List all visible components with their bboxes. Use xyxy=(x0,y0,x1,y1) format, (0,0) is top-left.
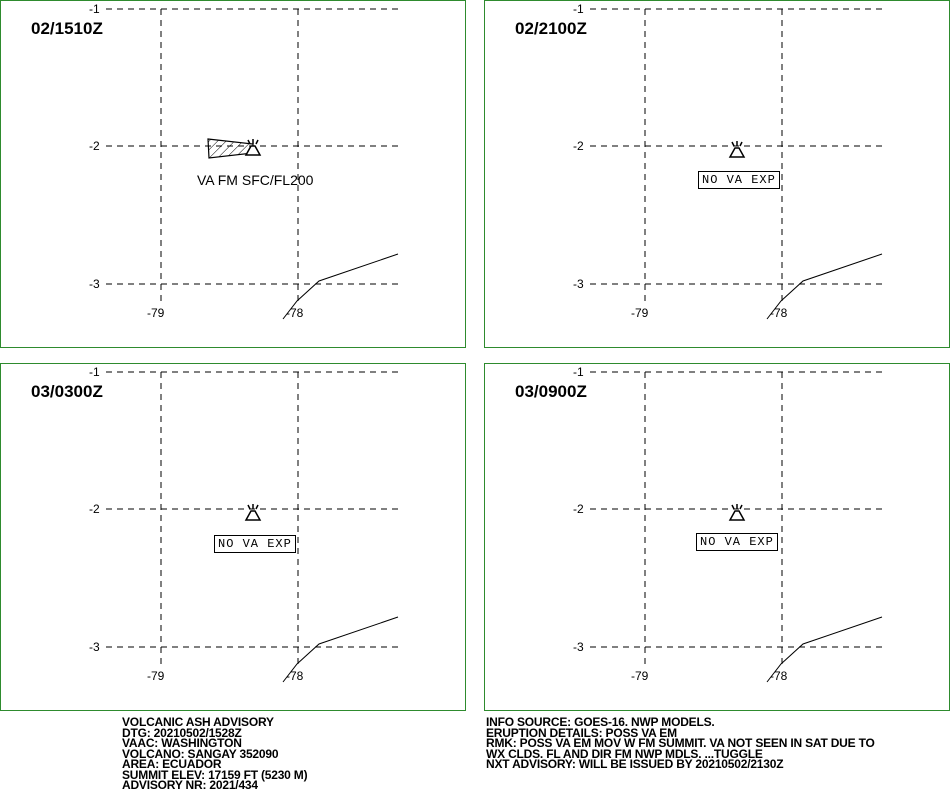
lat-label-3: -3 xyxy=(573,640,584,654)
panel-time: 02/1510Z xyxy=(31,19,103,38)
map-svg: -1 -2 -3 -79 -78 xyxy=(573,365,883,683)
lon-label-78: -78 xyxy=(770,306,788,320)
forecast-panel-2: 03/0300Z -1 -2 -3 -79 -78 NO VA EXP xyxy=(0,363,466,711)
volcano-icon xyxy=(728,504,746,521)
advisory-line: DTG: 20210502/1528Z xyxy=(122,725,242,740)
no-va-box: NO VA EXP xyxy=(696,533,778,551)
lon-label-78: -78 xyxy=(286,669,304,683)
lon-label-79: -79 xyxy=(147,669,165,683)
advisory-line: SUMMIT ELEV: 17159 FT (5230 M) xyxy=(122,767,308,782)
map-svg: -1 -2 -3 -79 -78 xyxy=(573,2,883,320)
advisory-line: VOLCANIC ASH ADVISORY xyxy=(122,715,274,729)
lat-label-3: -3 xyxy=(89,277,100,291)
map-svg: -1 -2 -3 -79 -78 xyxy=(89,365,399,683)
advisory-line: INFO SOURCE: GOES-16. NWP MODELS. xyxy=(486,715,715,729)
lat-label-2: -2 xyxy=(89,502,100,516)
coastline xyxy=(766,616,883,683)
panel-time: 03/0300Z xyxy=(31,382,103,401)
lon-label-78: -78 xyxy=(286,306,304,320)
advisory-line: VOLCANO: SANGAY 352090 xyxy=(122,746,279,761)
lat-label-2: -2 xyxy=(573,502,584,516)
forecast-panel-0: 02/1510Z -1 -2 -3 -79 -78 VA FM SFC/FL20… xyxy=(0,0,466,348)
advisory-line: WX CLDS. FL AND DIR FM NWP MDLS. ...TUGG… xyxy=(486,746,763,761)
map-svg: -1 -2 -3 -79 -78 VA FM SFC/FL200 xyxy=(89,2,399,320)
advisory-line: ERUPTION DETAILS: POSS VA EM xyxy=(486,725,677,740)
advisory-info-right: INFO SOURCE: GOES-16. NWP MODELS. ERUPTI… xyxy=(486,715,875,771)
advisory-info-left: VOLCANIC ASH ADVISORY DTG: 20210502/1528… xyxy=(122,715,308,792)
lon-label-79: -79 xyxy=(631,306,649,320)
lon-label-78: -78 xyxy=(770,669,788,683)
no-va-box: NO VA EXP xyxy=(698,171,780,189)
coastline xyxy=(282,253,399,320)
lat-label-2: -2 xyxy=(573,139,584,153)
lat-label-3: -3 xyxy=(89,640,100,654)
lat-label-2: -2 xyxy=(89,139,100,153)
coastline xyxy=(766,253,883,320)
panel-time: 03/0900Z xyxy=(515,382,587,401)
panel-time: 02/2100Z xyxy=(515,19,587,38)
lat-label-1: -1 xyxy=(573,2,584,16)
advisory-line: AREA: ECUADOR xyxy=(122,757,222,771)
forecast-panel-1: 02/2100Z -1 -2 -3 -79 -78 NO VA EXP xyxy=(484,0,950,348)
volcano-icon xyxy=(244,504,262,521)
advisory-line: ADVISORY NR: 2021/434 xyxy=(122,778,258,792)
volcano-icon xyxy=(244,139,262,156)
lat-label-1: -1 xyxy=(573,365,584,379)
coastline xyxy=(282,616,399,683)
lat-label-1: -1 xyxy=(89,365,100,379)
lat-label-1: -1 xyxy=(89,2,100,16)
forecast-panel-3: 03/0900Z -1 -2 -3 -79 -78 NO VA EXP xyxy=(484,363,950,711)
lat-label-3: -3 xyxy=(573,277,584,291)
va-text: VA FM SFC/FL200 xyxy=(197,172,314,188)
volcano-icon xyxy=(728,141,746,158)
advisory-line: RMK: POSS VA EM MOV W FM SUMMIT. VA NOT … xyxy=(486,736,875,750)
advisory-line: VAAC: WASHINGTON xyxy=(122,736,242,750)
lon-label-79: -79 xyxy=(147,306,165,320)
lon-label-79: -79 xyxy=(631,669,649,683)
advisory-line: NXT ADVISORY: WILL BE ISSUED BY 20210502… xyxy=(486,757,784,771)
no-va-box: NO VA EXP xyxy=(214,535,296,553)
